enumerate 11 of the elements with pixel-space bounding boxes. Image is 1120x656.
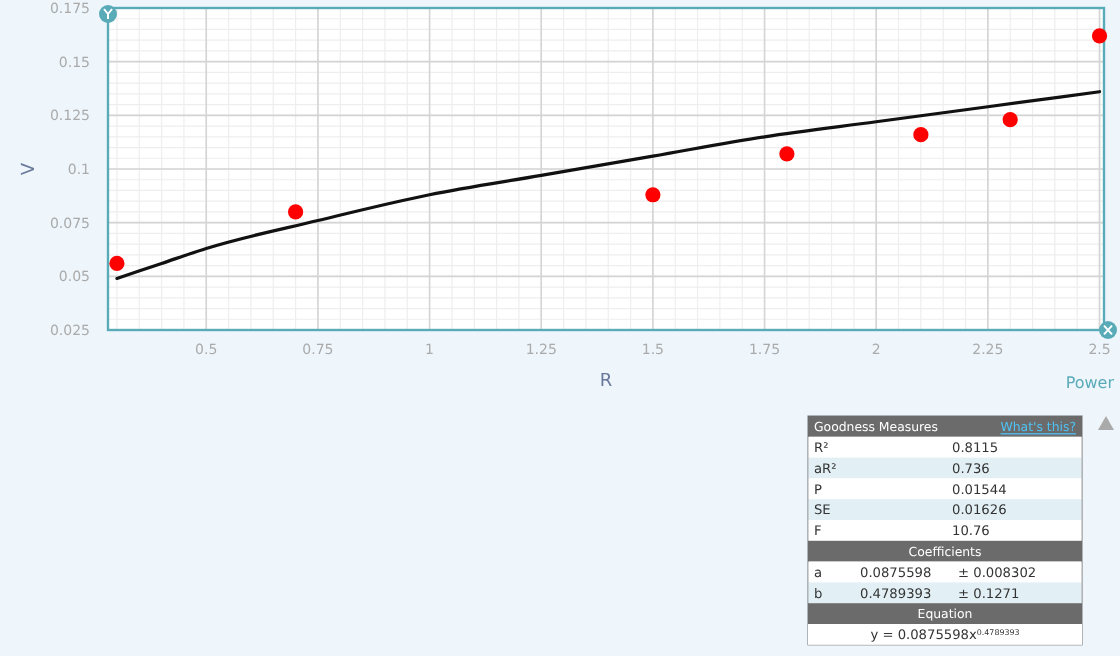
- point: [109, 255, 125, 272]
- point: [913, 127, 929, 143]
- line-series: [115, 90, 1102, 281]
- x-axis-title: R: [599, 372, 613, 392]
- point: [645, 187, 661, 203]
- y-axis-title: V: [20, 161, 40, 176]
- point: [1002, 112, 1018, 128]
- point: [779, 146, 795, 162]
- text: Power: [1065, 374, 1116, 392]
- point: [1091, 28, 1108, 44]
- point: [287, 204, 304, 220]
